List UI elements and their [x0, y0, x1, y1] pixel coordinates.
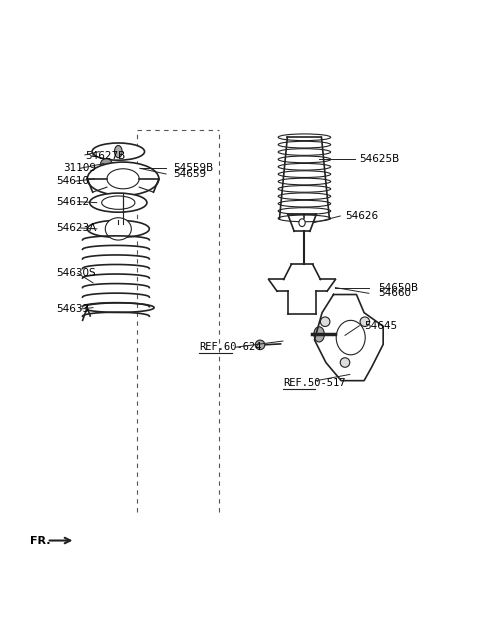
- Text: 54645: 54645: [364, 321, 397, 331]
- Text: REF.50-517: REF.50-517: [283, 378, 346, 388]
- Text: 54660: 54660: [378, 288, 411, 299]
- Text: 31109: 31109: [63, 163, 96, 173]
- Ellipse shape: [278, 200, 331, 207]
- Text: 54623A: 54623A: [56, 223, 96, 233]
- Text: 54626: 54626: [345, 211, 378, 221]
- Text: 54610: 54610: [56, 176, 89, 186]
- Ellipse shape: [278, 134, 331, 141]
- Ellipse shape: [101, 159, 112, 168]
- Ellipse shape: [320, 317, 330, 327]
- Text: 54612: 54612: [56, 196, 89, 207]
- Text: 54650B: 54650B: [378, 282, 419, 293]
- Ellipse shape: [278, 149, 331, 155]
- Ellipse shape: [278, 171, 331, 177]
- Ellipse shape: [87, 162, 159, 196]
- Ellipse shape: [278, 164, 331, 170]
- Ellipse shape: [102, 196, 135, 209]
- Ellipse shape: [92, 143, 144, 160]
- Text: 54633: 54633: [56, 304, 89, 314]
- Ellipse shape: [278, 178, 331, 185]
- Ellipse shape: [90, 193, 147, 213]
- Ellipse shape: [278, 186, 331, 192]
- Text: 54559B: 54559B: [173, 163, 214, 173]
- Ellipse shape: [278, 156, 331, 162]
- Text: FR.: FR.: [30, 535, 50, 546]
- Ellipse shape: [87, 220, 149, 238]
- Text: 54627B: 54627B: [85, 152, 125, 161]
- Ellipse shape: [314, 327, 324, 342]
- Ellipse shape: [340, 358, 350, 367]
- Text: 54659: 54659: [173, 169, 206, 179]
- Ellipse shape: [299, 219, 305, 227]
- Text: 54625B: 54625B: [360, 153, 399, 164]
- Ellipse shape: [278, 215, 331, 221]
- Ellipse shape: [360, 317, 370, 327]
- Ellipse shape: [105, 218, 132, 240]
- Ellipse shape: [278, 141, 331, 148]
- Text: 54630S: 54630S: [56, 268, 96, 278]
- Ellipse shape: [125, 164, 133, 171]
- Ellipse shape: [278, 207, 331, 214]
- Ellipse shape: [255, 340, 265, 350]
- Ellipse shape: [107, 169, 139, 189]
- Ellipse shape: [336, 320, 365, 355]
- Ellipse shape: [115, 146, 122, 158]
- Text: REF.60-624: REF.60-624: [199, 342, 262, 352]
- Ellipse shape: [278, 193, 331, 200]
